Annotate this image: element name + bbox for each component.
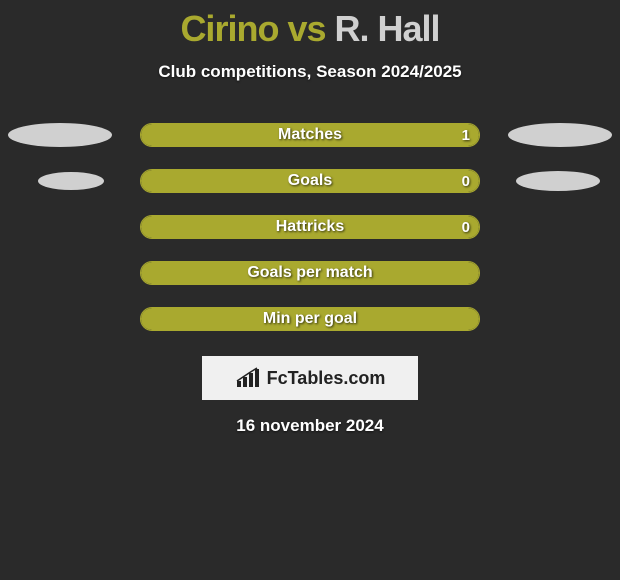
stat-value-right: 0 [462, 169, 470, 193]
stat-bar: Matches1 [140, 123, 480, 147]
stat-row: Goals0 [0, 158, 620, 204]
stat-row: Matches1 [0, 112, 620, 158]
stat-row: Hattricks0 [0, 204, 620, 250]
stat-row: Min per goal [0, 296, 620, 342]
vs-separator: vs [287, 8, 325, 49]
stat-bar: Hattricks0 [140, 215, 480, 239]
player1-value-marker [8, 123, 112, 147]
stat-label: Matches [140, 123, 480, 147]
stat-bar: Min per goal [140, 307, 480, 331]
stat-bar: Goals0 [140, 169, 480, 193]
stat-label: Goals per match [140, 261, 480, 285]
player2-value-marker [508, 123, 612, 147]
bars-icon [235, 367, 261, 389]
stat-row: Goals per match [0, 250, 620, 296]
player2-value-marker [516, 171, 600, 191]
stat-value-right: 1 [462, 123, 470, 147]
logo-text: FcTables.com [267, 368, 386, 389]
comparison-title: Cirino vs R. Hall [0, 0, 620, 50]
comparison-chart: Matches1Goals0Hattricks0Goals per matchM… [0, 112, 620, 342]
stat-value-right: 0 [462, 215, 470, 239]
stat-label: Hattricks [140, 215, 480, 239]
stat-label: Goals [140, 169, 480, 193]
fctables-logo: FcTables.com [202, 356, 418, 400]
stat-bar: Goals per match [140, 261, 480, 285]
player2-name: R. Hall [335, 8, 440, 49]
date-label: 16 november 2024 [0, 416, 620, 436]
subtitle: Club competitions, Season 2024/2025 [0, 62, 620, 82]
stat-label: Min per goal [140, 307, 480, 331]
player1-value-marker [38, 172, 104, 190]
player1-name: Cirino [180, 8, 278, 49]
